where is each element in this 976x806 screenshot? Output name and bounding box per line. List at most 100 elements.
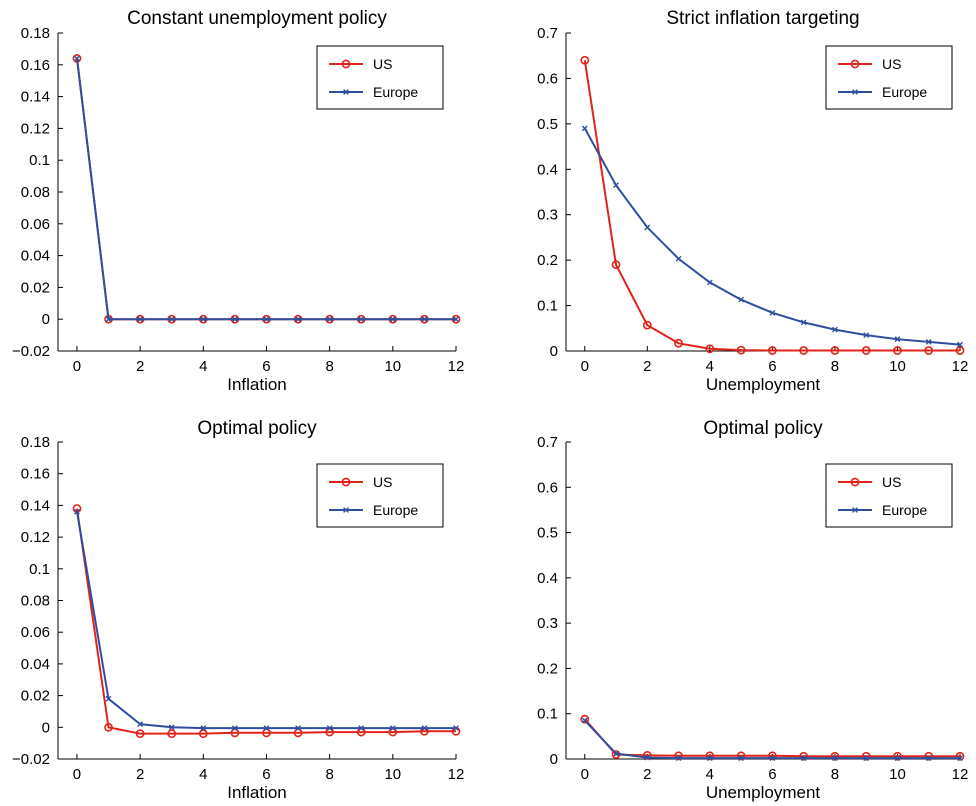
x-tick-label: 2 <box>136 766 144 783</box>
chart-title: Constant unemployment policy <box>127 8 387 29</box>
chart-panel-3: −0.02 0 0.02 0.04 0.06 0.08 0.1 0.12 0.14 0.16 0.1… <box>12 418 464 802</box>
data-point-europe <box>832 755 838 761</box>
y-tick-label: 0.6 <box>537 479 558 496</box>
data-point-us <box>262 728 271 738</box>
legend: US Europe <box>316 463 444 528</box>
x-tick-label: 4 <box>199 766 207 783</box>
data-point-europe <box>231 725 238 731</box>
y-tick-label: 0.7 <box>537 434 558 451</box>
data-point-us <box>830 346 840 355</box>
legend-marker <box>850 59 860 69</box>
data-point-europe <box>894 336 901 343</box>
x-axis-label: Inflation <box>227 783 287 802</box>
y-tick-label: 0.2 <box>537 660 558 677</box>
data-point-us <box>580 55 590 65</box>
legend-marker <box>852 507 858 513</box>
y-tick-label: 0.1 <box>29 561 50 578</box>
data-point-europe <box>137 316 144 323</box>
data-point-europe <box>581 125 588 132</box>
data-point-europe <box>326 316 333 323</box>
x-tick-label: 10 <box>384 358 401 375</box>
data-point-europe <box>769 755 776 761</box>
x-tick-label: 12 <box>448 766 465 783</box>
y-tick-label: 0.5 <box>537 116 558 133</box>
y-tick-label: 0.1 <box>537 706 558 723</box>
legend-label-europe: Europe <box>882 84 927 100</box>
y-tick-label: 0.04 <box>21 656 50 673</box>
data-point-europe <box>675 755 682 761</box>
y-tick-label: 0.12 <box>21 529 50 546</box>
legend-marker <box>343 89 349 95</box>
data-point-europe <box>326 725 333 731</box>
data-point-europe <box>706 755 713 761</box>
y-tick-label: 0.3 <box>537 207 558 224</box>
data-point-europe <box>832 326 838 333</box>
y-tick-label: 0.6 <box>537 70 558 87</box>
data-point-europe <box>200 316 207 323</box>
x-tick-label: 6 <box>262 358 270 375</box>
data-point-europe <box>421 725 428 731</box>
series-line-us <box>584 718 960 758</box>
y-tick-label: 0 <box>550 751 558 768</box>
x-tick-label: 8 <box>325 358 333 375</box>
data-point-europe <box>800 755 807 761</box>
x-axis-label: Unemployment <box>706 375 821 394</box>
y-tick-label: 0.14 <box>21 89 50 106</box>
legend-box <box>825 45 953 110</box>
legend-label-us: US <box>373 474 392 490</box>
x-tick-label: 2 <box>643 358 651 375</box>
legend: US Europe <box>825 463 953 528</box>
data-point-us <box>767 346 777 355</box>
data-point-us <box>893 751 902 761</box>
x-tick-label: 6 <box>768 358 776 375</box>
data-point-europe <box>263 725 270 731</box>
x-tick-label: 4 <box>706 358 714 375</box>
data-point-us <box>767 751 777 761</box>
y-tick-label: 0.14 <box>21 497 50 514</box>
data-point-europe <box>644 754 651 761</box>
legend-label-europe: Europe <box>373 84 418 100</box>
data-point-europe <box>200 725 207 731</box>
data-point-europe <box>863 332 870 338</box>
data-point-europe <box>581 717 588 724</box>
data-point-us <box>861 751 871 761</box>
x-tick-label: 12 <box>952 766 969 783</box>
data-point-europe <box>295 316 301 323</box>
y-tick-label: 0.2 <box>537 252 558 269</box>
data-point-us <box>167 729 177 739</box>
x-tick-label: 8 <box>325 766 333 783</box>
data-point-europe <box>925 755 932 761</box>
data-point-europe <box>453 725 459 731</box>
data-point-europe <box>389 316 396 323</box>
legend-label-us: US <box>882 474 901 490</box>
series-line-us <box>583 60 960 352</box>
data-point-us <box>861 346 871 355</box>
legend-label-us: US <box>882 56 901 72</box>
data-point-us <box>674 751 683 761</box>
y-tick-label: 0.02 <box>21 279 50 296</box>
data-point-europe <box>74 55 80 62</box>
data-point-us <box>736 345 746 355</box>
y-tick-label: 0.08 <box>21 184 50 201</box>
data-point-us <box>198 729 208 739</box>
data-point-us <box>611 260 621 270</box>
data-point-europe <box>263 316 270 323</box>
legend: US Europe <box>316 45 444 110</box>
y-tick-label: 0 <box>42 719 50 736</box>
legend-label-us: US <box>373 56 392 72</box>
x-tick-label: 8 <box>831 766 839 783</box>
y-tick-label: −0.02 <box>12 751 50 768</box>
data-point-europe <box>168 724 175 731</box>
x-tick-label: 12 <box>448 358 465 375</box>
x-tick-label: 10 <box>889 766 906 783</box>
y-tick-label: 0.5 <box>537 525 558 542</box>
data-point-europe <box>137 721 144 728</box>
x-tick-label: 12 <box>952 358 969 375</box>
legend-label-europe: Europe <box>882 502 927 518</box>
data-point-europe <box>769 309 776 316</box>
data-point-europe <box>389 725 396 731</box>
data-point-europe <box>738 296 745 303</box>
data-point-us <box>674 338 683 348</box>
y-tick-label: −0.02 <box>12 343 50 360</box>
